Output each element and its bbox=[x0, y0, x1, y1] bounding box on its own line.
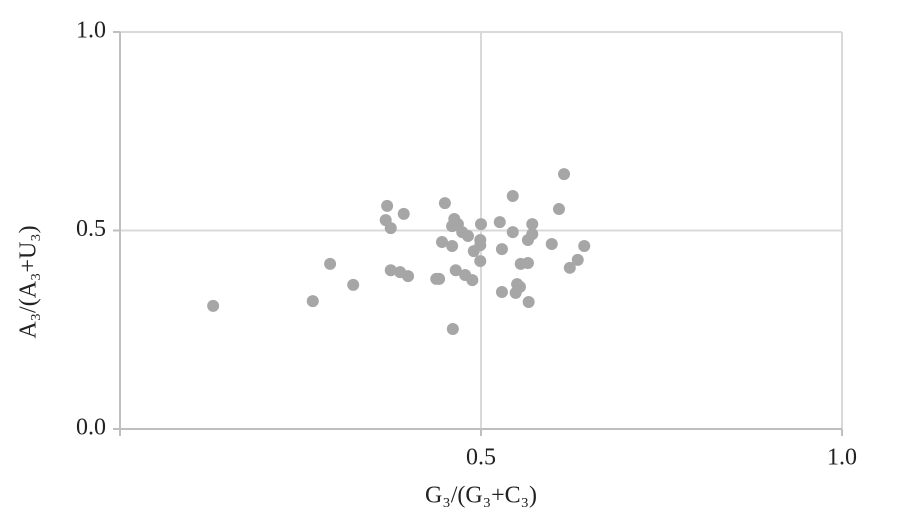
point bbox=[495, 286, 508, 299]
point bbox=[436, 236, 449, 249]
point bbox=[526, 228, 539, 241]
point bbox=[522, 295, 535, 308]
point bbox=[506, 226, 519, 239]
point bbox=[449, 264, 462, 277]
point bbox=[324, 257, 337, 270]
point bbox=[493, 216, 506, 229]
x-tick-label: 1.0 bbox=[827, 445, 857, 471]
y-tick-label: 0.0 bbox=[76, 415, 106, 441]
point bbox=[526, 218, 539, 231]
point bbox=[552, 203, 565, 216]
point bbox=[571, 253, 584, 266]
point bbox=[402, 270, 415, 283]
y-tick-label: 1.0 bbox=[76, 18, 106, 44]
x-tick-label: 0.5 bbox=[466, 445, 496, 471]
point bbox=[446, 322, 459, 335]
grid bbox=[120, 31, 843, 430]
point bbox=[474, 234, 487, 247]
x-axis-label: G₃/(G₃+C₃) bbox=[425, 483, 537, 509]
point bbox=[306, 295, 319, 308]
point bbox=[558, 168, 571, 181]
point bbox=[207, 299, 220, 312]
point bbox=[384, 264, 397, 277]
y-tick-label: 0.5 bbox=[76, 216, 106, 242]
point bbox=[545, 237, 558, 250]
point bbox=[495, 243, 508, 256]
point bbox=[381, 199, 394, 212]
point bbox=[438, 197, 451, 210]
point bbox=[578, 239, 591, 252]
point bbox=[347, 278, 360, 291]
point bbox=[433, 272, 446, 285]
point bbox=[462, 230, 475, 243]
point bbox=[513, 280, 526, 293]
point bbox=[563, 261, 576, 274]
point bbox=[506, 189, 519, 202]
point bbox=[466, 274, 479, 287]
point bbox=[446, 239, 459, 252]
point bbox=[384, 222, 397, 235]
point bbox=[474, 255, 487, 268]
point bbox=[475, 218, 487, 231]
point bbox=[397, 207, 410, 220]
y-axis-label: A₃/(A₃+U₃) bbox=[16, 225, 42, 338]
point bbox=[521, 257, 534, 270]
